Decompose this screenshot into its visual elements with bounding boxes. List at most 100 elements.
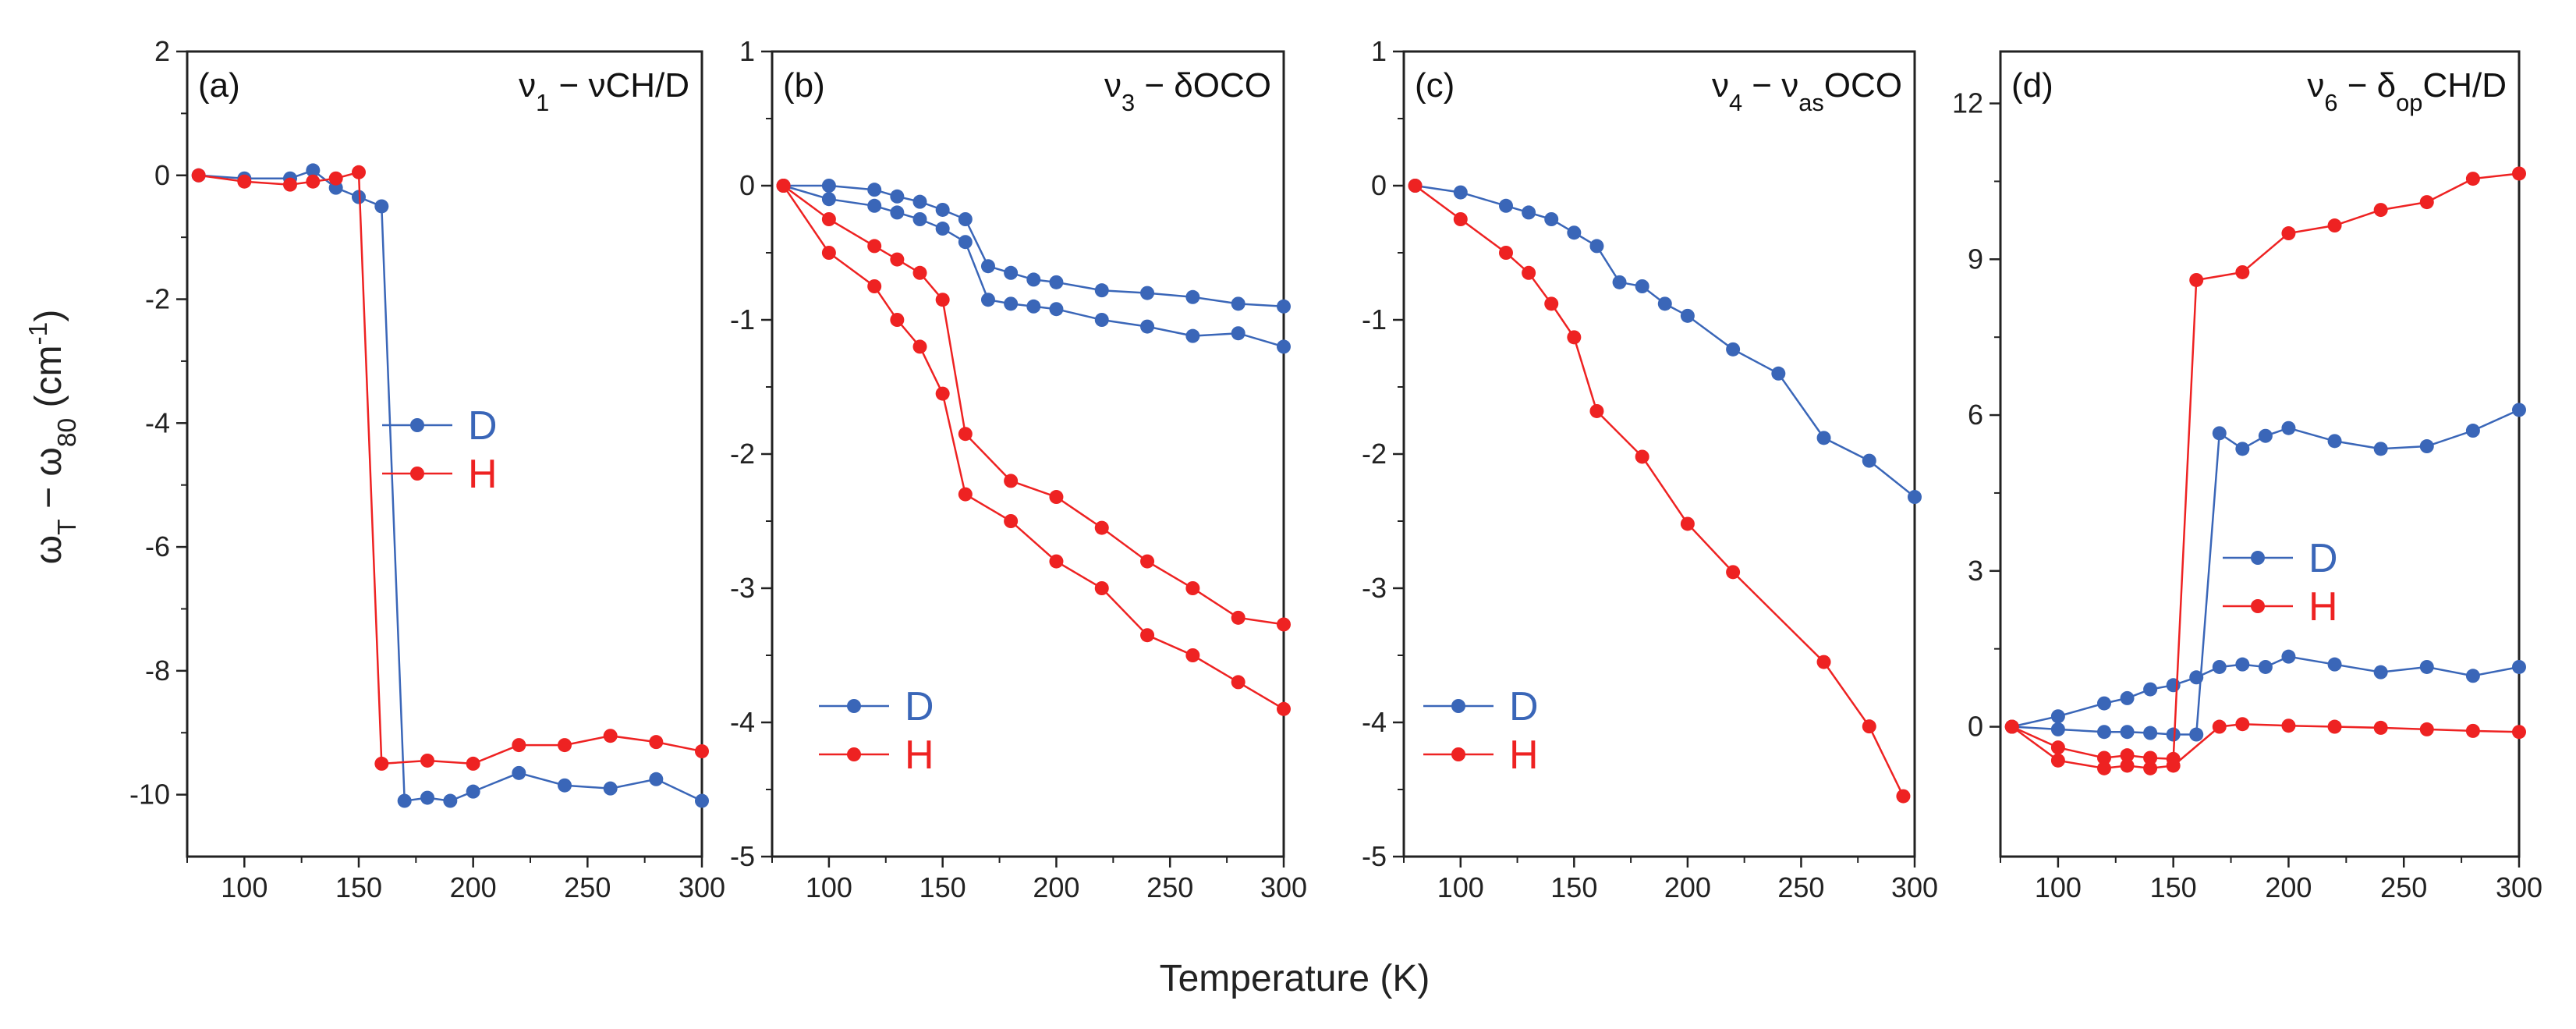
x-tick-label: 300 <box>1891 871 1938 903</box>
data-point <box>466 784 480 799</box>
data-point <box>867 183 882 197</box>
legend-marker <box>847 747 861 761</box>
y-tick-label: -4 <box>730 706 755 738</box>
legend-marker <box>847 699 861 713</box>
series-H-2 <box>2004 166 2526 766</box>
data-point <box>2143 750 2158 765</box>
legend-entry-D: D <box>1423 684 1539 729</box>
data-point <box>374 756 389 771</box>
legend-label: D <box>905 684 934 729</box>
data-point <box>1185 581 1200 595</box>
data-point <box>821 192 836 207</box>
y-tick-label: -4 <box>145 406 170 438</box>
data-point <box>1004 474 1019 488</box>
data-point <box>935 386 950 401</box>
legend-entry-H: H <box>1423 733 1539 778</box>
series-H-1 <box>191 165 709 771</box>
data-point <box>1816 431 1831 445</box>
series-H-2 <box>776 179 1291 632</box>
data-point <box>2465 424 2480 438</box>
y-tick-label: -4 <box>1362 706 1387 738</box>
x-tick-label: 200 <box>1033 871 1079 903</box>
data-point <box>2212 659 2227 674</box>
series-line <box>1414 184 1905 797</box>
data-point <box>1277 299 1291 314</box>
panel-title: ν3 − δOCO <box>1104 66 1271 116</box>
legend-marker <box>2251 551 2265 565</box>
data-point <box>776 179 791 193</box>
legend-entry-D: D <box>382 403 498 449</box>
y-tick-label: -2 <box>145 283 170 315</box>
series-line <box>782 185 1284 710</box>
data-point <box>2512 659 2526 674</box>
data-point <box>2281 420 2296 435</box>
x-tick-label: 100 <box>2035 871 2082 903</box>
panel-label: (a) <box>198 66 240 105</box>
data-point <box>2189 670 2204 685</box>
data-point <box>1726 342 1741 357</box>
legend-entry-H: H <box>382 452 498 497</box>
data-point <box>890 313 905 327</box>
data-point <box>2166 727 2181 742</box>
data-point <box>1277 339 1291 354</box>
series-line <box>783 184 1284 308</box>
x-tick-label: 200 <box>450 871 497 903</box>
series-line <box>198 169 703 803</box>
data-point <box>1657 296 1672 311</box>
data-point <box>912 212 927 226</box>
data-point <box>935 202 950 217</box>
data-point <box>603 729 618 743</box>
data-point <box>1816 655 1831 669</box>
data-point <box>1522 265 1536 280</box>
y-tick-label: 6 <box>1968 399 1983 431</box>
data-point <box>2235 442 2250 456</box>
x-tick-label: 300 <box>679 871 725 903</box>
data-point <box>1726 565 1741 580</box>
y-tick-label: -1 <box>730 303 755 335</box>
legend-label: H <box>1509 733 1539 778</box>
data-point <box>1140 286 1155 300</box>
data-point <box>695 793 709 808</box>
data-point <box>1049 490 1064 505</box>
data-point <box>1231 675 1245 690</box>
data-point <box>2235 717 2250 732</box>
x-tick-label: 300 <box>2496 871 2542 903</box>
data-point <box>1094 283 1109 298</box>
legend-marker <box>2251 599 2265 613</box>
y-tick-label: -8 <box>145 655 170 687</box>
data-point <box>1049 275 1064 289</box>
x-tick-label: 200 <box>1664 871 1711 903</box>
data-point <box>1408 179 1423 193</box>
data-point <box>1049 302 1064 317</box>
data-point <box>980 293 995 307</box>
data-point <box>466 756 480 771</box>
y-tick-label: -6 <box>145 530 170 562</box>
series-line <box>2011 409 2520 736</box>
series-D-0 <box>776 179 1291 314</box>
data-point <box>1094 581 1109 595</box>
data-point <box>1231 610 1245 625</box>
data-point <box>512 765 526 780</box>
y-tick-label: -2 <box>1362 438 1387 470</box>
data-point <box>1140 628 1155 643</box>
data-point <box>2327 719 2342 734</box>
data-point <box>912 265 927 280</box>
data-point <box>890 189 905 204</box>
plot-frame <box>1999 50 2521 858</box>
data-point <box>695 744 709 759</box>
data-point <box>867 239 882 254</box>
x-tick-label: 250 <box>2380 871 2427 903</box>
data-point <box>2166 758 2181 773</box>
legend-entry-D: D <box>2223 536 2338 581</box>
y-tick-label: -5 <box>1362 840 1387 872</box>
data-point <box>1185 648 1200 662</box>
data-point <box>958 427 973 442</box>
data-point <box>2258 659 2273 674</box>
legend-label: H <box>468 452 498 497</box>
legend-entry-D: D <box>819 684 934 729</box>
data-point <box>2465 172 2480 186</box>
data-point <box>1004 265 1019 280</box>
data-point <box>2050 740 2065 755</box>
data-point <box>2143 761 2158 775</box>
